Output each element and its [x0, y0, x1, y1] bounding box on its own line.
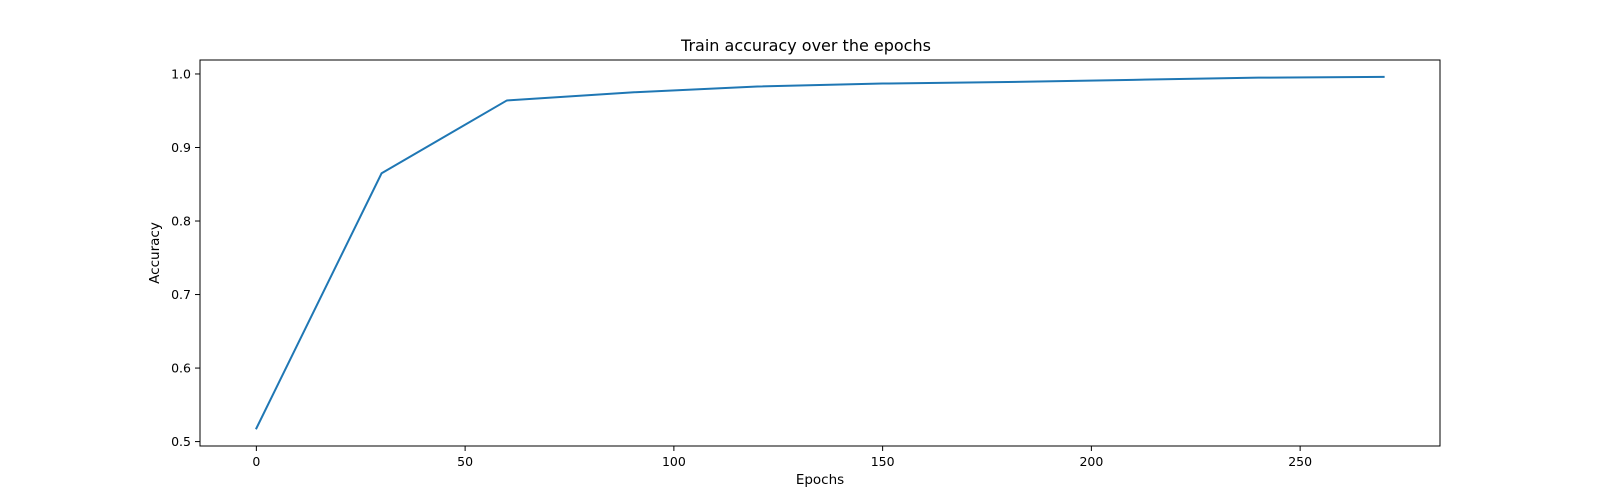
y-tick-label: 0.5 [171, 434, 191, 449]
x-tick-label: 200 [1079, 454, 1103, 469]
x-tick-label: 50 [457, 454, 473, 469]
y-tick-label: 0.6 [171, 361, 191, 376]
y-axis-label: Accuracy [147, 222, 163, 284]
series-layer [255, 75, 1385, 430]
y-tick-label: 0.7 [171, 287, 191, 302]
plot-area [200, 60, 1440, 446]
x-axis: 0 50 100 150 200 250 [252, 446, 1312, 469]
x-tick-label: 100 [662, 454, 686, 469]
y-axis: 0.5 0.6 0.7 0.8 0.9 1.0 [171, 66, 200, 449]
chart-title: Train accuracy over the epochs [680, 36, 931, 55]
y-tick-label: 0.9 [171, 140, 191, 155]
x-tick-label: 0 [252, 454, 260, 469]
x-tick-label: 150 [871, 454, 895, 469]
x-axis-label: Epochs [796, 472, 844, 488]
y-tick-label: 0.8 [171, 214, 191, 229]
series-line [255, 75, 1385, 430]
plot-frame [199, 59, 1441, 447]
x-tick-label: 250 [1288, 454, 1312, 469]
y-tick-label: 1.0 [171, 66, 191, 81]
